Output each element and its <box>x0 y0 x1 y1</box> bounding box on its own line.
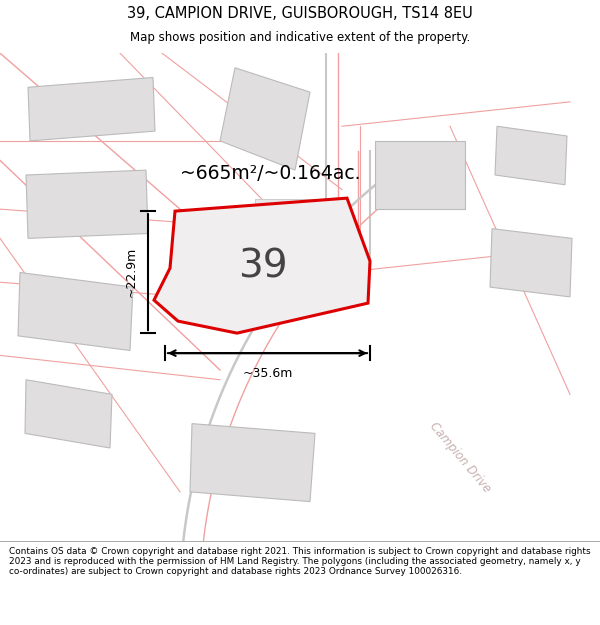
Text: Map shows position and indicative extent of the property.: Map shows position and indicative extent… <box>130 31 470 44</box>
Polygon shape <box>375 141 465 209</box>
Polygon shape <box>190 424 315 502</box>
Polygon shape <box>255 199 320 287</box>
Polygon shape <box>28 78 155 141</box>
Polygon shape <box>18 272 133 351</box>
Polygon shape <box>495 126 567 185</box>
Text: ~665m²/~0.164ac.: ~665m²/~0.164ac. <box>180 164 360 182</box>
Text: Contains OS data © Crown copyright and database right 2021. This information is : Contains OS data © Crown copyright and d… <box>9 546 590 576</box>
Polygon shape <box>26 170 148 238</box>
Text: Campion Drive: Campion Drive <box>427 420 493 496</box>
Text: ~22.9m: ~22.9m <box>125 247 138 298</box>
Polygon shape <box>154 198 370 333</box>
Polygon shape <box>490 229 572 297</box>
Text: ~35.6m: ~35.6m <box>242 367 293 380</box>
Polygon shape <box>25 380 112 448</box>
Polygon shape <box>220 68 310 170</box>
Text: 39, CAMPION DRIVE, GUISBOROUGH, TS14 8EU: 39, CAMPION DRIVE, GUISBOROUGH, TS14 8EU <box>127 6 473 21</box>
Text: 39: 39 <box>238 247 288 285</box>
